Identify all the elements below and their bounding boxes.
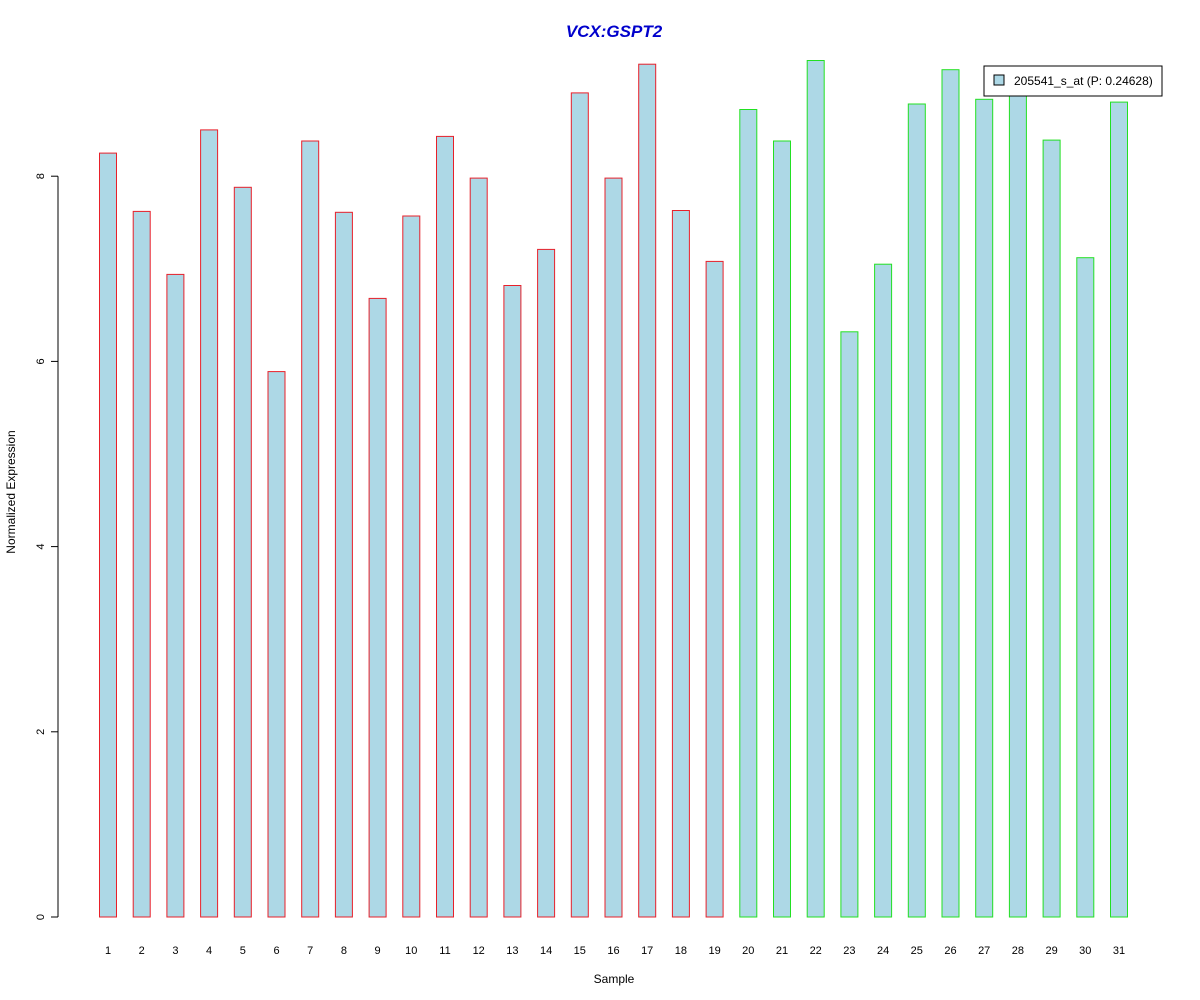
- bar-sample-3: [166, 273, 185, 918]
- x-tick-label: 25: [911, 945, 923, 957]
- x-tick-label: 20: [742, 945, 754, 957]
- bar-sample-9: [368, 297, 387, 918]
- x-tick-label: 7: [307, 945, 313, 957]
- bar-sample-11: [436, 135, 454, 918]
- x-tick-label: 1: [105, 945, 111, 957]
- bar-sample-6: [267, 371, 286, 918]
- legend-box: [983, 65, 1163, 97]
- bar-sample-7: [301, 140, 320, 918]
- chart-title: VCX:GSPT2: [566, 22, 663, 41]
- x-tick-label: 19: [708, 945, 720, 957]
- x-tick-label: 6: [273, 945, 279, 957]
- bar-sample-30: [1076, 257, 1095, 918]
- bars: [99, 60, 1128, 918]
- x-tick-label: 11: [439, 945, 450, 957]
- bar-sample-4: [200, 129, 219, 918]
- x-tick-labels: 1 2 3 4 5 6 7 8 9 10 11 12 13 14 15 16 17 18 19 20 21 22 23 24 2…: [105, 945, 1125, 957]
- x-tick-label: 21: [776, 945, 788, 957]
- legend: 205541_s_at (P: 0.24628): [983, 65, 1163, 97]
- bar-sample-12: [469, 177, 488, 918]
- x-tick-label: 31: [1113, 945, 1125, 957]
- bar-sample-18: [671, 210, 690, 918]
- x-tick-label: 9: [375, 945, 381, 957]
- x-tick-label: 29: [1045, 945, 1057, 957]
- x-tick-label: 4: [206, 945, 212, 957]
- bar-sample-19: [705, 260, 724, 918]
- legend-swatch: [993, 74, 1005, 86]
- bar-sample-25: [907, 103, 926, 918]
- x-tick-label: 18: [675, 945, 687, 957]
- x-tick-label: 10: [405, 945, 417, 957]
- x-tick-label: 30: [1079, 945, 1091, 957]
- x-tick-label: 2: [139, 945, 145, 957]
- bar-sample-14: [537, 248, 556, 918]
- x-tick-label: 16: [607, 945, 619, 957]
- y-tick-label: 6: [35, 358, 47, 364]
- legend-label: 205541_s_at (P: 0.24628): [1014, 74, 1153, 88]
- bar-sample-21: [773, 140, 791, 918]
- bar-sample-31: [1110, 101, 1128, 918]
- bar-sample-1: [99, 152, 117, 918]
- x-tick-label: 22: [810, 945, 822, 957]
- x-axis-label: Sample: [594, 972, 635, 986]
- bar-sample-17: [638, 63, 657, 918]
- y-tick-label: 8: [35, 173, 47, 179]
- y-tick-label: 0: [35, 914, 47, 920]
- x-tick-label: 8: [341, 945, 347, 957]
- x-tick-label: 13: [506, 945, 518, 957]
- bar-sample-20: [739, 109, 758, 918]
- x-tick-label: 24: [877, 945, 889, 957]
- x-tick-label: 17: [641, 945, 653, 957]
- bar-sample-8: [334, 211, 353, 918]
- x-tick-label: 26: [944, 945, 956, 957]
- y-tick-label: 4: [35, 544, 47, 550]
- bar-sample-27: [975, 98, 994, 918]
- bar-sample-29: [1042, 139, 1061, 918]
- x-tick-label: 27: [978, 945, 990, 957]
- x-tick-label: 28: [1012, 945, 1024, 957]
- bar-sample-16: [604, 177, 623, 918]
- bar-sample-15: [570, 92, 589, 918]
- bar-sample-22: [806, 60, 825, 918]
- bar-sample-23: [840, 331, 859, 918]
- y-axis: 0 2 4 6 8: [35, 173, 59, 920]
- x-tick-label: 3: [172, 945, 178, 957]
- y-axis-label: Normalized Expression: [4, 430, 18, 553]
- y-tick-label: 2: [35, 729, 47, 735]
- bar-sample-2: [132, 210, 151, 918]
- x-tick-label: 15: [574, 945, 586, 957]
- bar-sample-5: [233, 186, 252, 918]
- x-tick-label: 12: [473, 945, 485, 957]
- bar-sample-26: [941, 69, 960, 918]
- bar-sample-28: [1008, 92, 1027, 918]
- bar-sample-10: [402, 215, 421, 918]
- bar-sample-24: [874, 263, 893, 918]
- x-tick-label: 14: [540, 945, 552, 957]
- bar-sample-13: [503, 285, 522, 918]
- x-tick-label: 5: [240, 945, 246, 957]
- x-tick-label: 23: [843, 945, 855, 957]
